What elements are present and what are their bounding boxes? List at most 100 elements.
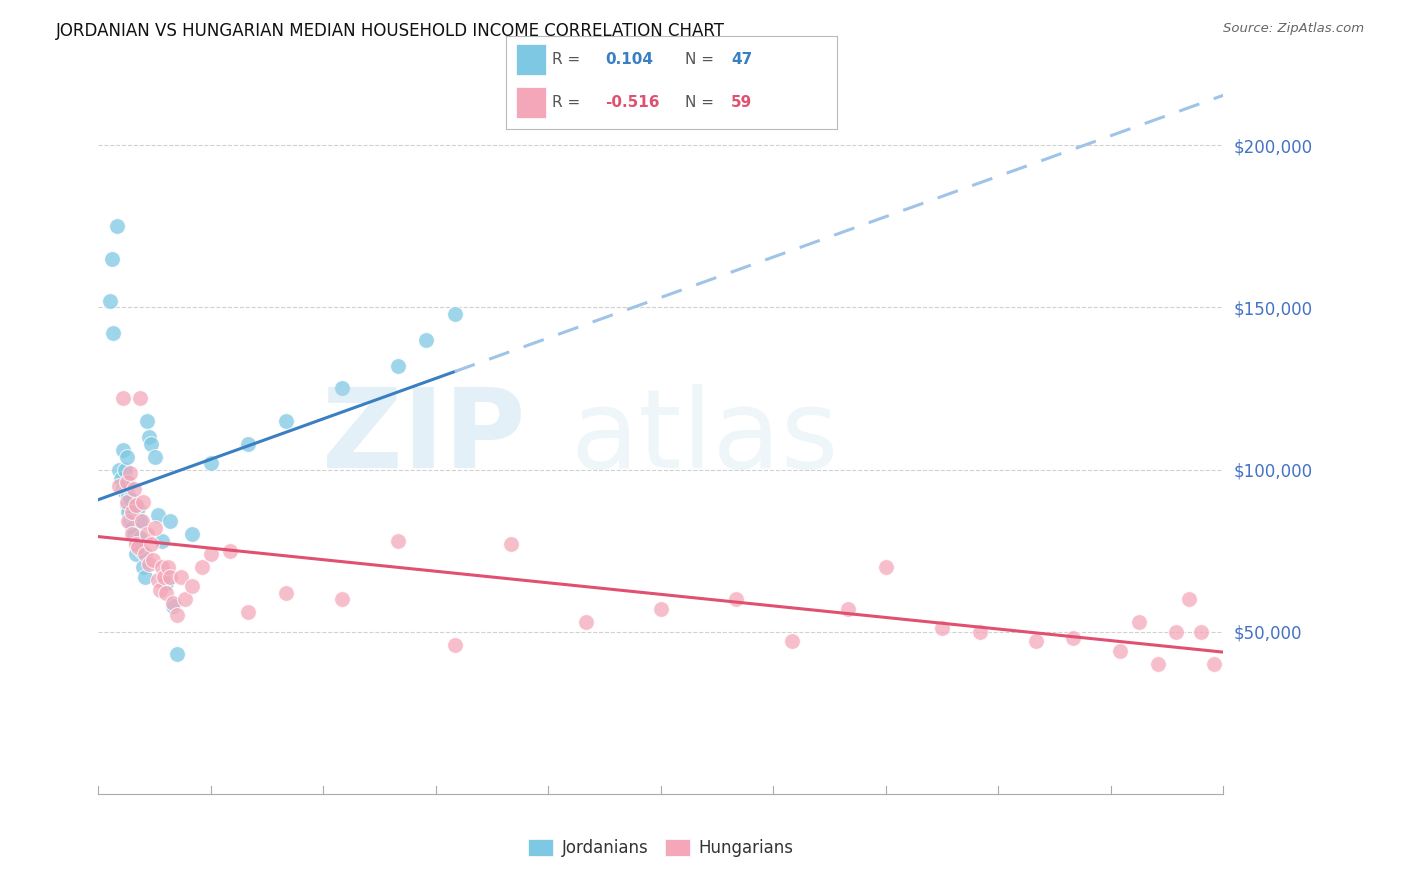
Point	[650, 602, 672, 616]
Point	[443, 638, 465, 652]
Point	[120, 515, 142, 529]
Point	[1146, 657, 1168, 672]
Point	[1202, 657, 1225, 672]
Point	[128, 391, 150, 405]
Text: N =: N =	[685, 52, 718, 67]
Point	[139, 537, 162, 551]
Point	[575, 615, 598, 629]
Point	[181, 579, 204, 593]
Point	[117, 515, 139, 529]
Point	[875, 559, 897, 574]
Point	[166, 608, 188, 623]
Point	[155, 586, 177, 600]
Text: R =: R =	[553, 95, 585, 110]
Point	[121, 505, 143, 519]
Point	[148, 573, 170, 587]
Point	[115, 475, 138, 490]
Text: -0.516: -0.516	[605, 95, 659, 110]
Point	[148, 508, 170, 522]
Text: R =: R =	[553, 52, 585, 67]
Point	[387, 533, 409, 548]
Point	[150, 533, 173, 548]
Point	[111, 391, 134, 405]
Point	[117, 505, 139, 519]
Point	[162, 595, 184, 609]
Point	[387, 359, 409, 373]
Point	[1189, 624, 1212, 639]
Point	[238, 605, 260, 619]
Point	[170, 569, 193, 583]
Text: 0.104: 0.104	[605, 52, 654, 67]
Point	[111, 443, 134, 458]
Point	[173, 592, 195, 607]
Point	[724, 592, 747, 607]
Point	[138, 430, 160, 444]
Point	[200, 456, 222, 470]
Text: 47: 47	[731, 52, 752, 67]
Point	[121, 527, 143, 541]
Point	[143, 521, 166, 535]
Point	[238, 436, 260, 450]
Point	[115, 450, 138, 464]
Point	[131, 543, 153, 558]
Legend: Jordanians, Hungarians: Jordanians, Hungarians	[522, 832, 800, 864]
Point	[159, 515, 181, 529]
Point	[499, 537, 522, 551]
Point	[1025, 634, 1047, 648]
Point	[114, 462, 136, 476]
Point	[931, 622, 953, 636]
Point	[1166, 624, 1188, 639]
Bar	[516, 87, 546, 118]
Point	[131, 515, 153, 529]
Point	[142, 553, 165, 567]
Point	[143, 450, 166, 464]
Point	[108, 462, 131, 476]
Point	[115, 479, 138, 493]
Point	[274, 586, 297, 600]
Point	[181, 527, 204, 541]
Point	[132, 495, 155, 509]
Point	[115, 495, 138, 509]
Point	[330, 592, 353, 607]
Point	[105, 219, 128, 234]
Text: 59: 59	[731, 95, 752, 110]
Point	[443, 307, 465, 321]
Point	[108, 479, 131, 493]
Point	[155, 576, 177, 591]
Text: JORDANIAN VS HUNGARIAN MEDIAN HOUSEHOLD INCOME CORRELATION CHART: JORDANIAN VS HUNGARIAN MEDIAN HOUSEHOLD …	[56, 22, 725, 40]
Point	[127, 501, 149, 516]
Point	[134, 547, 156, 561]
Point	[121, 521, 143, 535]
Text: Source: ZipAtlas.com: Source: ZipAtlas.com	[1223, 22, 1364, 36]
Point	[1062, 631, 1084, 645]
Text: ZIP: ZIP	[322, 384, 526, 491]
Point	[969, 624, 991, 639]
Point	[117, 475, 139, 490]
Point	[103, 326, 125, 341]
Bar	[516, 44, 546, 75]
Point	[153, 569, 176, 583]
Point	[121, 508, 143, 522]
Text: N =: N =	[685, 95, 718, 110]
Point	[132, 559, 155, 574]
Point	[125, 547, 148, 561]
Point	[1109, 644, 1132, 658]
Point	[134, 569, 156, 583]
Point	[117, 488, 139, 502]
Point	[115, 498, 138, 512]
Point	[149, 582, 172, 597]
Point	[156, 559, 179, 574]
Point	[125, 498, 148, 512]
Point	[1178, 592, 1201, 607]
Point	[110, 472, 132, 486]
Point	[780, 634, 803, 648]
Point	[114, 485, 136, 500]
Point	[162, 599, 184, 613]
Point	[150, 559, 173, 574]
Point	[1128, 615, 1150, 629]
Point	[111, 482, 134, 496]
Point	[125, 537, 148, 551]
Point	[100, 252, 122, 266]
Point	[159, 569, 181, 583]
Point	[415, 333, 437, 347]
